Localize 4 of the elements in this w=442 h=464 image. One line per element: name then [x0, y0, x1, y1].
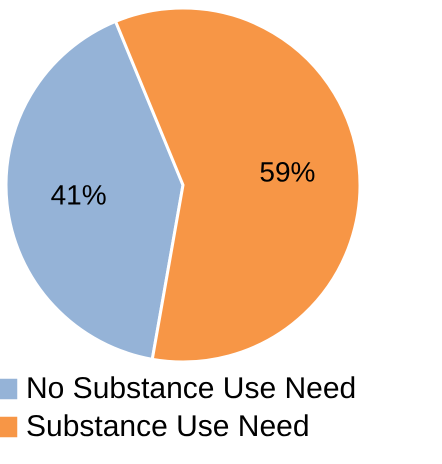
data-label: 59%	[259, 156, 316, 188]
legend-label: No Substance Use Need	[26, 372, 356, 405]
data-label: 41%	[50, 179, 107, 210]
legend-label: Substance Use Need	[26, 410, 310, 443]
